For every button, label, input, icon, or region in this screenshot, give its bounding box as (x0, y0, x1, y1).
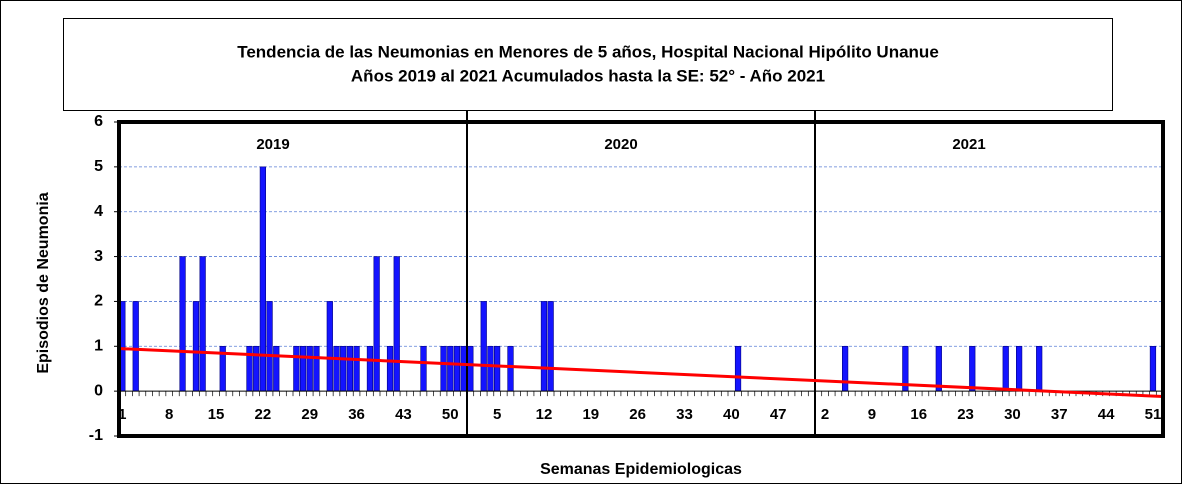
bar (306, 345, 313, 392)
bar (313, 345, 320, 392)
bar (179, 256, 186, 392)
x-tick-label: 40 (723, 406, 740, 423)
bar (935, 345, 942, 392)
bar (333, 345, 340, 392)
bar (842, 345, 849, 392)
bar (366, 345, 374, 392)
x-tick-label: 1 (118, 406, 126, 423)
bar (969, 345, 976, 392)
bar (734, 345, 742, 392)
x-tick-label: 12 (536, 406, 553, 423)
x-tick-label: 9 (868, 406, 876, 423)
y-axis-label: Episodios de Neumonia (35, 192, 52, 373)
bar (373, 256, 380, 392)
x-tick-label: 26 (629, 406, 646, 423)
x-tick-label: 16 (910, 406, 927, 423)
bar (326, 301, 333, 392)
bar (1036, 345, 1043, 392)
bar (293, 345, 300, 392)
x-tick-label: 36 (348, 406, 365, 423)
x-tick-label: 50 (442, 406, 459, 423)
bar (340, 345, 347, 392)
x-tick-label: 30 (1004, 406, 1021, 423)
y-tick-label: 4 (94, 203, 103, 220)
y-tick-label: 1 (94, 338, 103, 355)
bar (440, 345, 447, 392)
bar (547, 301, 554, 392)
bar (1002, 345, 1009, 392)
bar (353, 345, 360, 392)
x-axis-label: Semanas Epidemiologicas (540, 461, 742, 478)
bar (346, 345, 353, 392)
x-tick-label: 19 (582, 406, 599, 423)
y-tick-label: -1 (89, 427, 103, 444)
chart-subtitle: Años 2019 al 2021 Acumulados hasta la SE… (351, 66, 825, 85)
bar (480, 301, 487, 392)
chart-title: Tendencia de las Neumonias en Menores de… (237, 42, 939, 61)
bar (467, 345, 474, 392)
bar (266, 301, 273, 392)
bar (259, 166, 266, 392)
bar (273, 345, 280, 392)
y-tick-label: 0 (94, 382, 103, 399)
bar (1016, 345, 1023, 392)
x-tick-label: 22 (255, 406, 272, 423)
x-tick-label: 37 (1051, 406, 1068, 423)
y-tick-label: 3 (94, 248, 103, 265)
x-tick-label: 5 (493, 406, 501, 423)
title-box (63, 18, 1113, 111)
bar (199, 256, 206, 392)
year-label: 2021 (952, 136, 985, 153)
x-tick-label: 44 (1098, 406, 1115, 423)
bar (132, 301, 139, 392)
y-tick-label: 2 (94, 293, 103, 310)
x-tick-label: 23 (957, 406, 974, 423)
y-tick-label: 6 (94, 113, 103, 130)
bar (253, 345, 260, 392)
plot-border (117, 120, 1165, 438)
year-label: 2020 (604, 136, 637, 153)
bar (540, 301, 548, 392)
bar (386, 345, 394, 392)
x-tick-label: 33 (676, 406, 693, 423)
x-tick-label: 29 (301, 406, 318, 423)
bar (494, 345, 501, 392)
bar (453, 345, 461, 392)
bar (487, 345, 494, 392)
bar (420, 345, 427, 392)
bar (393, 256, 400, 392)
bar (460, 345, 467, 392)
x-tick-label: 8 (165, 406, 173, 423)
x-tick-label: 43 (395, 406, 412, 423)
x-tick-label: 51 (1145, 406, 1162, 423)
x-tick-label: 15 (208, 406, 225, 423)
year-label: 2019 (256, 136, 289, 153)
bar (1149, 345, 1157, 392)
bar (299, 345, 307, 392)
bar (192, 301, 200, 392)
trend-line (118, 347, 1164, 399)
bar (447, 345, 454, 392)
bar (507, 345, 514, 392)
x-tick-label: 47 (770, 406, 787, 423)
x-tick-label: 2 (821, 406, 829, 423)
y-tick-label: 5 (94, 158, 103, 175)
